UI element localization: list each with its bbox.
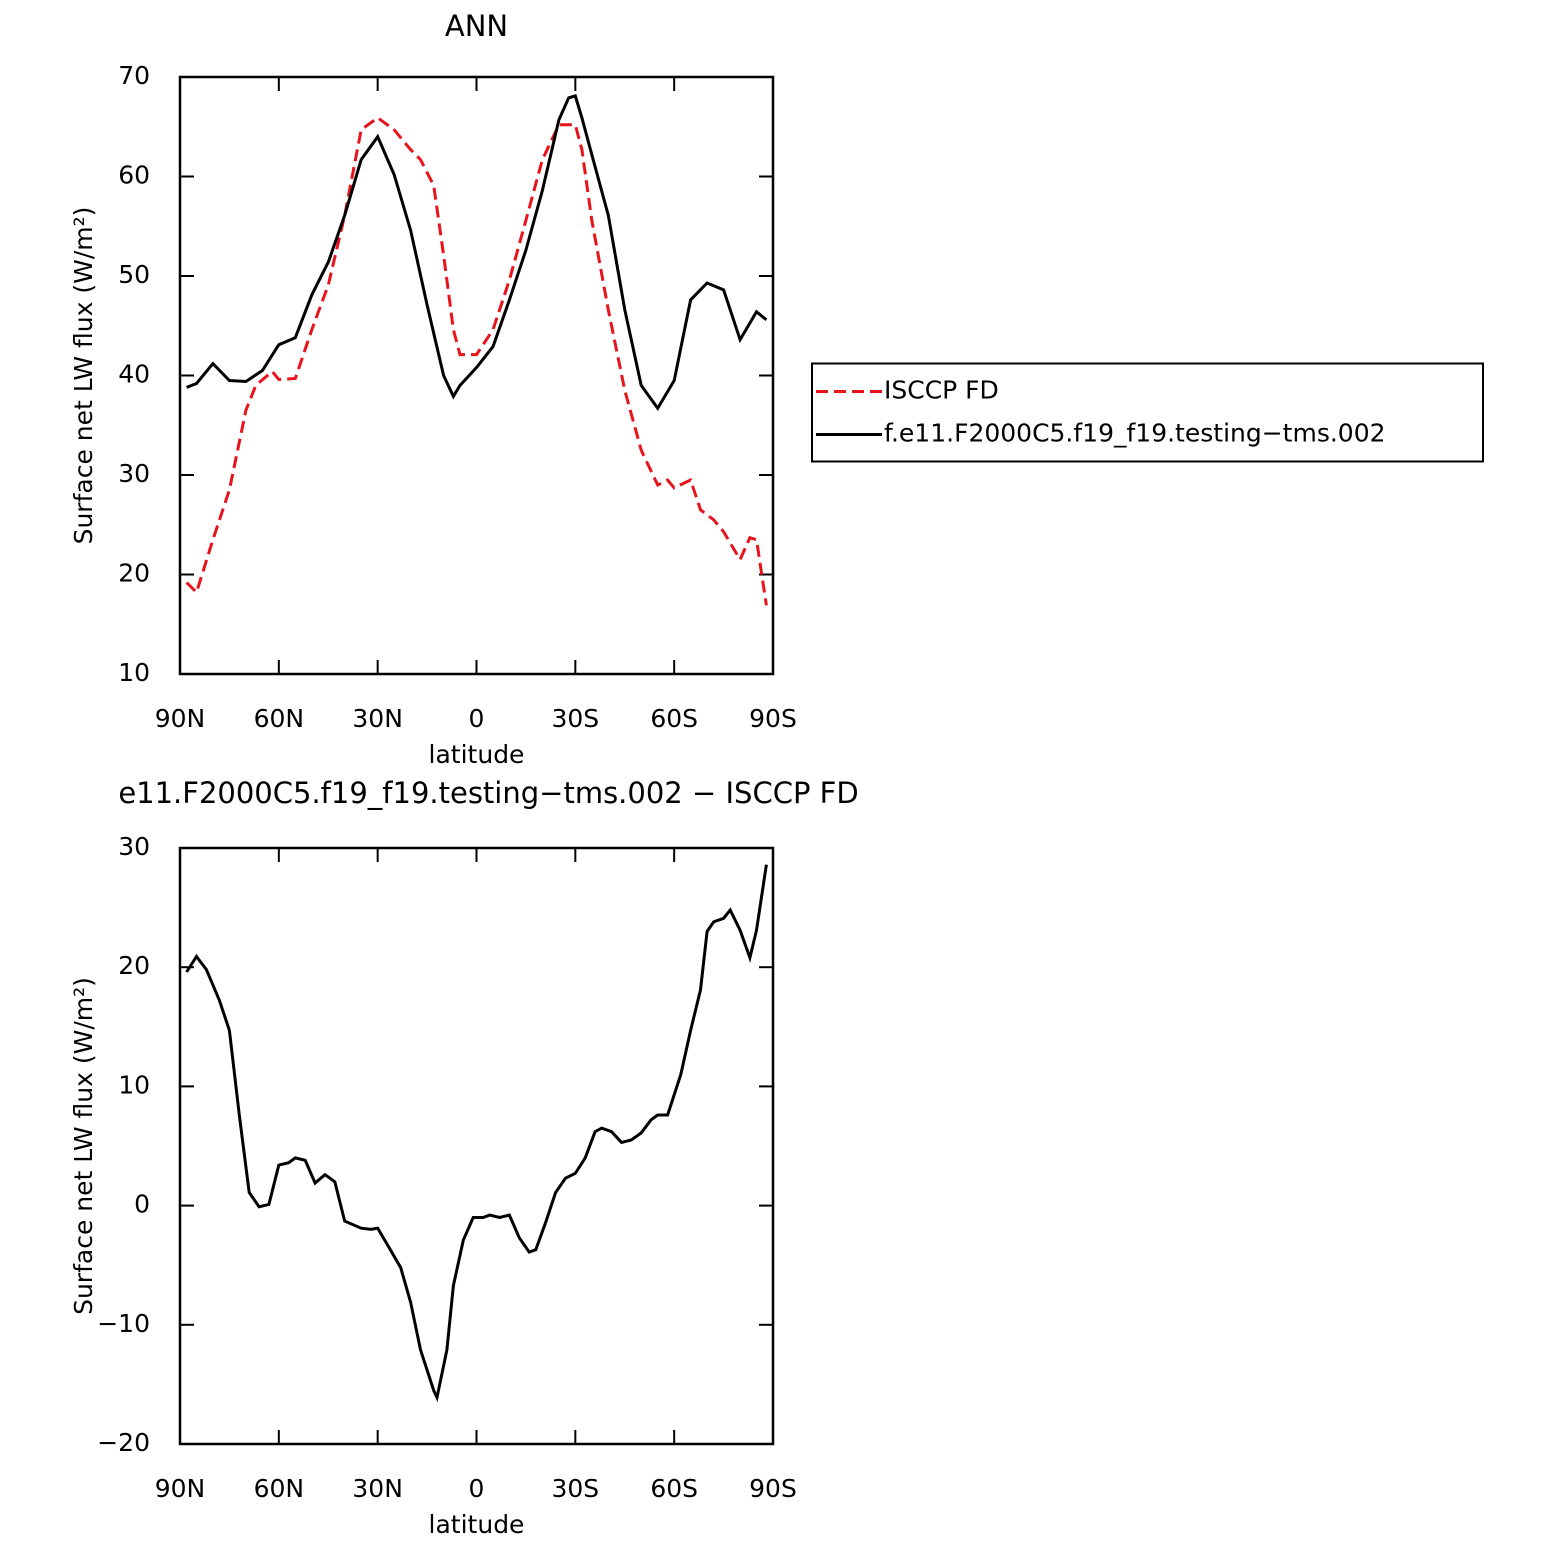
legend: ISCCP FD f.e11.F2000C5.f19_f19.testing−tm… — [811, 362, 1484, 463]
x-tick-label: 90S — [749, 704, 797, 733]
y-tick-label: 30 — [118, 832, 150, 861]
y-tick-label: 50 — [118, 260, 150, 289]
y-tick-label: −20 — [97, 1428, 150, 1457]
x-tick-label: 60N — [254, 1474, 305, 1503]
data-line — [185, 864, 768, 1403]
panel: e11.F2000C5.f19_f19.testing−tms.002 − IS… — [69, 776, 859, 1539]
y-tick-label: 20 — [118, 559, 150, 588]
y-axis-label: Surface net LW flux (W/m²) — [69, 207, 98, 545]
x-axis-label: latitude — [429, 1510, 525, 1539]
panel: ANN 90N 60N 30N 0 30S 60S 90S 10 20 30 40 50 60 70 lati… — [69, 9, 1484, 769]
y-tick-label: 40 — [118, 360, 150, 389]
y-tick-label: 10 — [118, 658, 150, 687]
x-tick-label: 0 — [469, 1474, 485, 1503]
x-tick-label: 30N — [352, 704, 403, 733]
x-tick-label: 30S — [551, 1474, 599, 1503]
data-line — [186, 94, 768, 412]
legend-label: ISCCP FD — [884, 376, 999, 405]
y-tick-label: 60 — [118, 161, 150, 190]
y-tick-label: 30 — [118, 459, 150, 488]
x-tick-label: 30N — [352, 1474, 403, 1503]
x-tick-label: 60S — [650, 704, 698, 733]
legend-box — [811, 362, 1484, 463]
x-tick-label: 30S — [551, 704, 599, 733]
x-tick-label: 90N — [155, 704, 206, 733]
plot-frame — [178, 75, 775, 676]
x-tick-label: 90N — [155, 1474, 206, 1503]
y-axis-label: Surface net LW flux (W/m²) — [69, 977, 98, 1315]
y-tick-label: 10 — [118, 1070, 150, 1099]
y-tick-label: −10 — [97, 1309, 150, 1338]
x-tick-label: 60N — [254, 704, 305, 733]
x-axis-label: latitude — [429, 740, 525, 769]
chart-title: ANN — [445, 9, 508, 43]
x-tick-label: 60S — [650, 1474, 698, 1503]
y-tick-label: 70 — [118, 61, 150, 90]
chart-title: e11.F2000C5.f19_f19.testing−tms.002 − IS… — [118, 776, 858, 810]
x-tick-label: 90S — [749, 1474, 797, 1503]
y-tick-label: 0 — [134, 1190, 150, 1219]
legend-label: f.e11.F2000C5.f19_f19.testing−tms.002 — [884, 419, 1386, 448]
y-tick-label: 20 — [118, 951, 150, 980]
data-line — [185, 115, 768, 606]
plot-frame — [178, 846, 775, 1446]
x-tick-label: 0 — [469, 704, 485, 733]
